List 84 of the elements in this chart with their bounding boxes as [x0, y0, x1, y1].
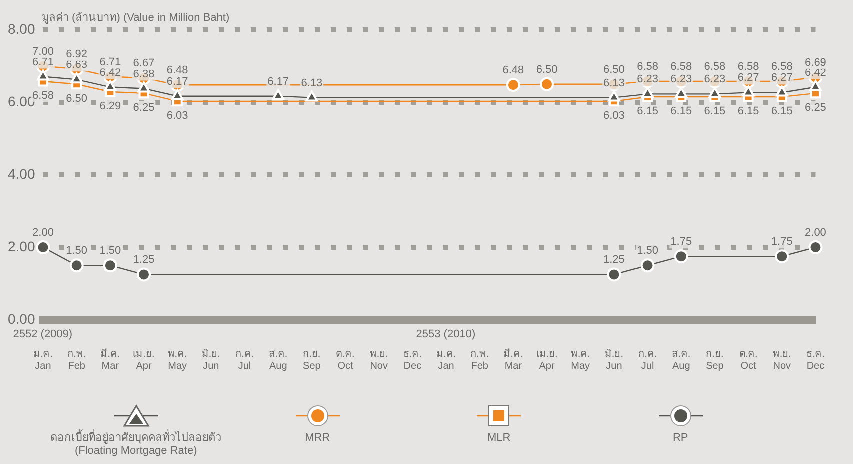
x-tick-label: เม.ย. Apr — [536, 348, 558, 372]
data-label: 1.25 — [133, 254, 155, 266]
data-label: 7.00 — [32, 46, 54, 58]
data-label: 6.50 — [536, 64, 558, 76]
data-label: 1.50 — [100, 245, 122, 258]
legend-label: MLR — [487, 432, 511, 444]
x-tick-label: ม.ค. Jan — [33, 348, 54, 372]
data-label: 6.69 — [805, 57, 826, 70]
x-tick-label: พ.ย. Nov — [772, 348, 792, 372]
data-label: 6.27 — [738, 72, 760, 84]
data-label: 6.03 — [603, 110, 625, 122]
data-label: 6.15 — [738, 106, 760, 118]
x-tick-label: ก.ย. Sep — [303, 348, 322, 372]
x-tick-label: ต.ค. Oct — [739, 348, 758, 372]
data-label: 6.71 — [32, 56, 54, 68]
data-label: 6.50 — [603, 64, 625, 76]
data-label: 6.63 — [66, 59, 88, 72]
legend-label: MRR — [305, 432, 330, 444]
data-label: 6.58 — [704, 61, 726, 74]
x-tick-label: พ.ค. May — [570, 348, 590, 372]
data-label: 6.48 — [502, 64, 524, 77]
data-label: 1.75 — [771, 236, 793, 248]
data-label: 6.71 — [100, 56, 122, 68]
data-label: 6.23 — [670, 74, 692, 86]
data-label: 1.50 — [66, 245, 88, 258]
data-label: 6.15 — [771, 106, 793, 118]
data-label: 6.27 — [771, 72, 793, 84]
x-tick-label: ธ.ค. Dec — [806, 348, 826, 372]
data-label: 6.23 — [637, 74, 659, 86]
data-label: 6.15 — [704, 106, 726, 118]
data-label: 6.58 — [32, 90, 54, 102]
data-label: 6.23 — [704, 74, 726, 86]
text: 2553 (2010) — [416, 328, 476, 341]
x-tick-label: มี.ค. Mar — [504, 348, 524, 372]
data-label: 6.92 — [66, 48, 88, 61]
data-label: 6.38 — [133, 68, 155, 80]
x-tick-label: พ.ย. Nov — [370, 348, 388, 372]
data-label: 6.03 — [166, 110, 188, 122]
data-label: 6.17 — [166, 76, 188, 88]
x-tick-label: ม.ค. Jan — [436, 348, 456, 372]
data-label: 6.50 — [66, 92, 88, 105]
data-label: 1.75 — [670, 236, 692, 248]
data-label: 6.67 — [133, 58, 155, 70]
data-label: 6.58 — [670, 61, 692, 74]
data-label: 6.58 — [637, 61, 659, 74]
x-tick-label: เม.ย. Apr — [133, 348, 155, 372]
y-tick-label: 2.00 — [8, 238, 36, 254]
x-tick-label: มิ.ย. Jun — [202, 348, 220, 372]
data-label: 6.42 — [805, 66, 826, 79]
data-label: 6.13 — [603, 77, 625, 90]
y-tick-label: 4.00 — [8, 166, 36, 182]
x-tick-label: มิ.ย. Jun — [604, 348, 624, 372]
data-label: 2.00 — [32, 227, 54, 240]
data-label: 6.42 — [100, 66, 122, 79]
data-label: 1.25 — [603, 254, 625, 266]
x-tick-label: ก.ค. Jul — [235, 348, 254, 372]
y-tick-label: 8.00 — [8, 20, 36, 37]
data-label: 6.58 — [738, 61, 760, 74]
data-label: 2.00 — [805, 227, 826, 240]
data-label: 6.15 — [637, 106, 659, 118]
data-label: 6.13 — [301, 77, 323, 90]
x-tick-label: ก.พ. Feb — [68, 348, 86, 372]
x-tick-label: ธ.ค. Dec — [403, 348, 422, 372]
x-tick-label: ต.ค. Oct — [336, 348, 355, 372]
x-tick-label: ส.ค. Aug — [269, 348, 288, 372]
x-tick-label: มี.ค. Mar — [100, 348, 120, 372]
data-label: 6.58 — [771, 61, 793, 74]
data-label: 6.48 — [166, 64, 188, 77]
text: 2552 (2009) — [13, 328, 73, 341]
data-label: 6.25 — [805, 102, 826, 114]
y-axis-title: มูลค่า (ล้านบาท) (Value in Million Baht) — [42, 11, 230, 26]
data-label: 6.15 — [670, 106, 692, 118]
x-tick-label: พ.ค. May — [168, 348, 188, 372]
x-tick-label: ก.พ. Feb — [470, 348, 490, 372]
data-label: 1.50 — [637, 245, 659, 258]
data-label: 6.29 — [100, 100, 122, 113]
y-tick-label: 0.00 — [8, 310, 36, 327]
legend-label: RP — [672, 432, 688, 444]
data-label: 6.25 — [133, 102, 155, 114]
x-tick-label: ก.ค. Jul — [638, 348, 658, 372]
legend-label: ดอกเบี้ยที่อยู่อาศัยบุคคลทั่วไปลอยตัว (Floating Mortgage Rate) — [50, 432, 222, 457]
x-tick-label: ก.ย. Sep — [706, 348, 724, 372]
data-label: 6.17 — [268, 76, 290, 88]
x-tick-label: ส.ค. Aug — [672, 348, 691, 372]
